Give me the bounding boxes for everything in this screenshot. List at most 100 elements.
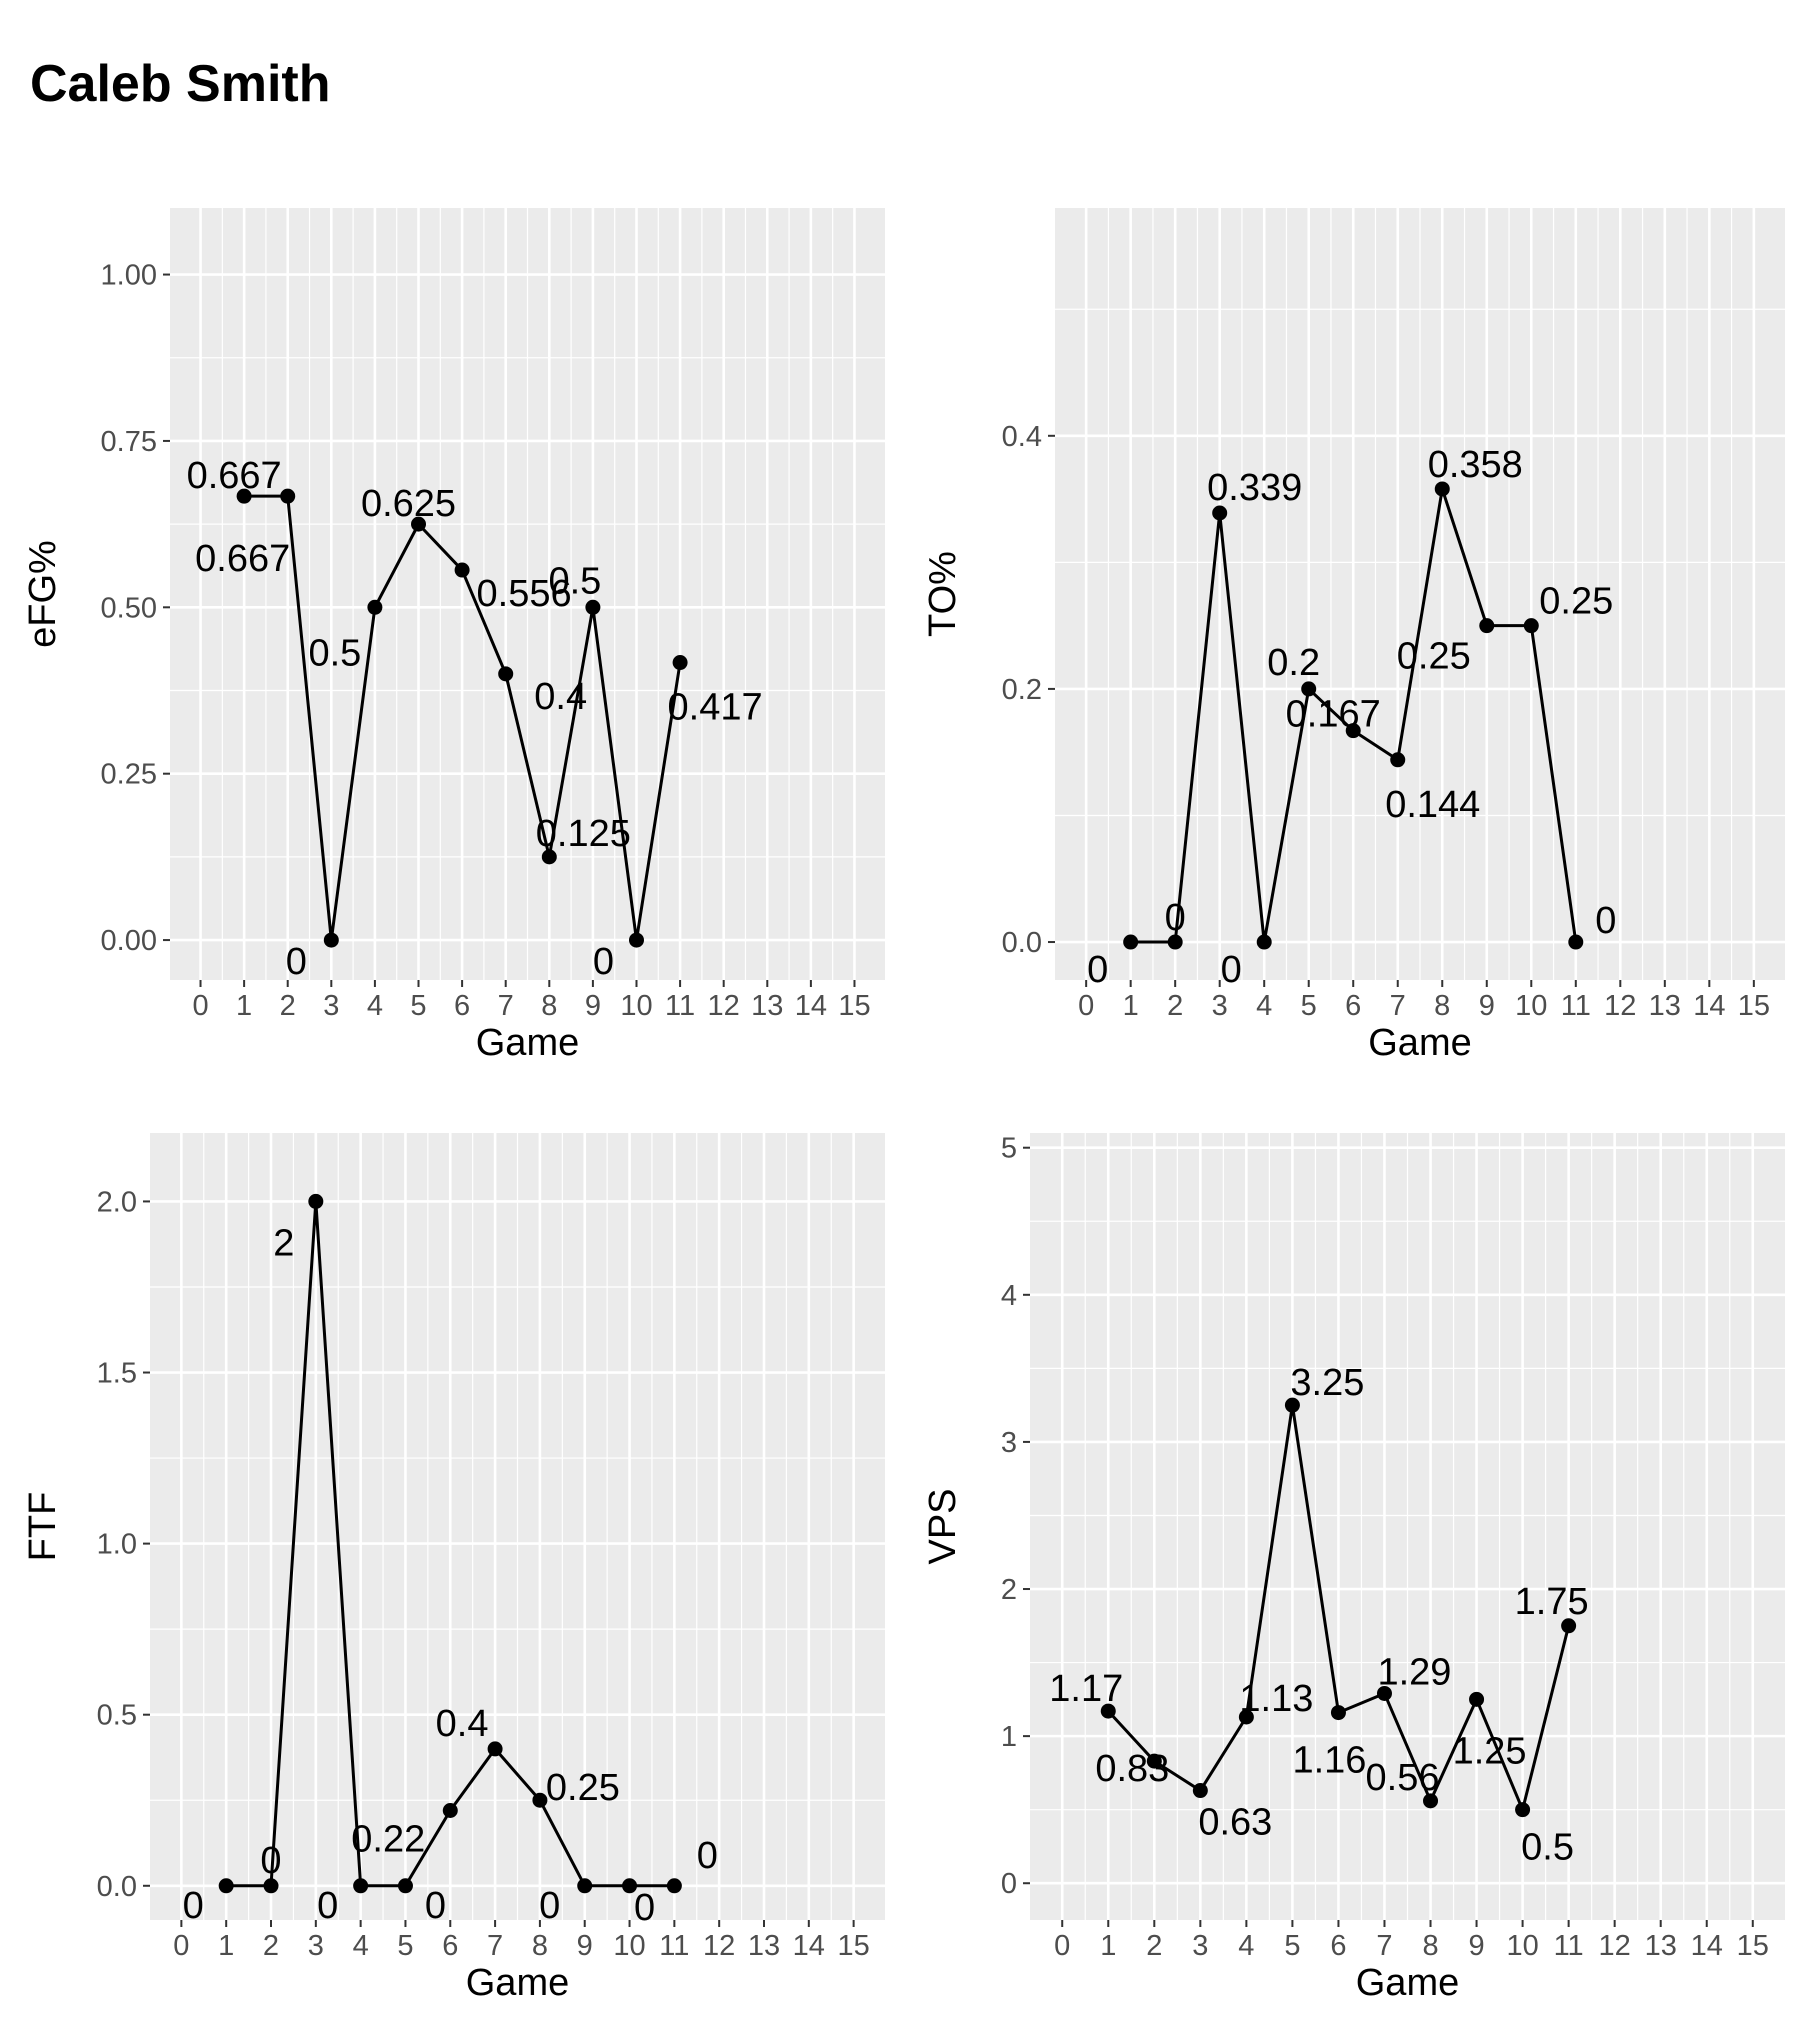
x-tick-label: 3 [323,990,339,1022]
y-tick-label: 5 [1001,1133,1017,1165]
y-tick-label: 0.2 [1002,674,1042,706]
data-label: 1.75 [1515,1581,1589,1623]
data-point [487,1741,503,1757]
x-tick-label: 1 [218,1930,234,1962]
x-tick-label: 14 [793,1930,825,1962]
y-tick-label: 1.5 [97,1358,137,1390]
gridlines [1030,1133,1785,1920]
x-tick-label: 9 [577,1930,593,1962]
data-label: 0.667 [187,455,282,497]
data-label: 0.4 [534,676,587,718]
x-tick-label: 11 [1554,1930,1584,1962]
x-tick-label: 5 [410,990,426,1022]
data-point [1523,618,1539,634]
y-tick-label: 1.0 [97,1529,137,1561]
x-tick-label: 13 [1645,1930,1677,1962]
x-tick-label: 13 [751,990,783,1022]
data-label: 0 [286,941,307,983]
x-tick-label: 7 [1376,1930,1392,1962]
y-tick-label: 2 [1001,1574,1017,1606]
x-axis-title: Game [1368,1022,1471,1064]
chart-vps: 0 1 2 3 4 5 6 7 8 9 10 11 12 13 14 15012345GameVPS1.170… [922,1133,1785,2004]
x-tick-label: 1 [236,990,252,1022]
data-label: 0.625 [361,483,456,525]
data-label: 0.4 [436,1703,489,1745]
x-tick-label: 9 [1468,1930,1484,1962]
data-label: 0.25 [1539,581,1613,623]
data-label: 2 [273,1222,294,1264]
y-axis-title: eFG% [22,540,64,648]
data-point [585,599,601,615]
y-tick-label: 0.0 [97,1871,137,1903]
x-tick-label: 2 [1167,990,1183,1022]
x-tick-label: 15 [1738,990,1770,1022]
data-point [1146,1753,1162,1769]
data-label: 1.17 [1049,1668,1123,1710]
x-tick-label: 2 [1146,1930,1162,1962]
x-tick-label: 3 [308,1930,324,1962]
data-label: 0 [1221,949,1242,991]
x-tick-label: 11 [659,1930,689,1962]
x-tick-label: 8 [1422,1930,1438,1962]
y-tick-label: 0.75 [101,426,157,458]
x-tick-label: 3 [1212,990,1228,1022]
data-point [672,655,688,671]
data-point [532,1792,548,1808]
x-tick-label: 10 [1515,990,1547,1022]
x-tick-label: 0 [1054,1930,1070,1962]
data-point [666,1878,682,1894]
y-tick-label: 4 [1001,1280,1017,1312]
data-label: 0 [260,1840,281,1882]
data-point [411,516,427,532]
data-point [577,1878,593,1894]
x-tick-label: 14 [1693,990,1725,1022]
x-tick-label: 0 [173,1930,189,1962]
data-label: 1.13 [1239,1678,1313,1720]
x-tick-label: 6 [454,990,470,1022]
data-label: 0.167 [1286,694,1381,736]
data-label: 0.5 [1521,1827,1574,1869]
x-tick-label: 11 [665,990,695,1022]
data-label: 0.83 [1095,1748,1169,1790]
x-tick-label: 6 [1345,990,1361,1022]
data-point [1167,934,1183,950]
data-point [308,1193,324,1209]
data-label: 0.417 [668,687,763,729]
x-tick-label: 15 [837,1930,869,1962]
chart-efg: 0 1 2 3 4 5 6 7 8 9 10 11 12 13 14 150.000.250.500.751.… [22,208,885,1064]
x-tick-label: 2 [280,990,296,1022]
data-point [1568,934,1584,950]
x-tick-label: 1 [1100,1930,1116,1962]
data-point [1469,1691,1485,1707]
x-tick-label: 7 [1390,990,1406,1022]
data-label: 0 [697,1835,718,1877]
x-tick-label: 3 [1192,1930,1208,1962]
x-tick-label: 15 [838,990,870,1022]
chart-ftf: 0 1 2 3 4 5 6 7 8 9 10 11 12 13 14 150.00.51.01.52.0Gam… [22,1133,885,2004]
data-point [367,599,383,615]
x-tick-label: 7 [487,1930,503,1962]
gridlines [1055,208,1785,980]
data-label: 0.2 [1267,642,1320,684]
data-point [263,1878,279,1894]
x-tick-label: 1 [1123,990,1139,1022]
data-point [541,849,557,865]
data-point [622,1878,638,1894]
x-tick-label: 6 [1330,1930,1346,1962]
data-point [1284,1397,1300,1413]
x-tick-label: 14 [1691,1930,1723,1962]
x-tick-label: 13 [748,1930,780,1962]
x-tick-label: 12 [1599,1930,1631,1962]
gridlines [170,208,885,980]
data-point [1212,505,1228,521]
y-tick-label: 1 [1001,1721,1017,1753]
data-label: 0.556 [477,573,572,615]
data-label: 0 [183,1885,204,1927]
x-tick-label: 4 [1256,990,1272,1022]
y-tick-label: 0.4 [1002,421,1042,453]
y-tick-label: 0.50 [101,592,157,624]
x-tick-label: 14 [795,990,827,1022]
data-point [442,1803,458,1819]
data-label: 0 [1087,949,1108,991]
data-label: 0 [425,1885,446,1927]
